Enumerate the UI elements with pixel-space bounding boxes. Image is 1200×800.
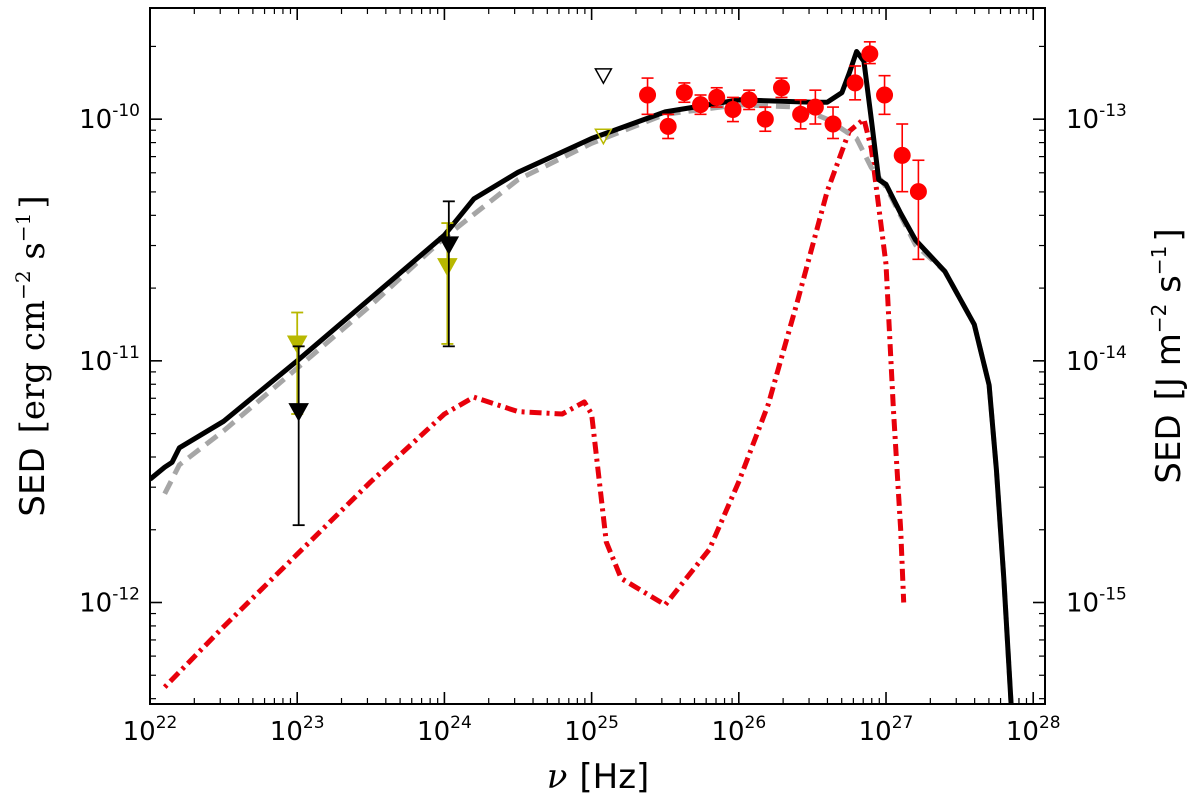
data-point-5: [724, 101, 742, 118]
y-left-tick-label-0: 10-12: [79, 585, 140, 619]
y-left-prefix: SED: [13, 447, 53, 516]
series-line-leptonic-component: [162, 116, 907, 689]
x-tick-exp: 26: [745, 713, 767, 733]
data-point-9: [792, 105, 810, 123]
data-point-1: [659, 117, 677, 135]
data-point-13: [861, 45, 879, 63]
x-axis-unit: [Hz]: [579, 757, 649, 797]
x-tick-exp: 25: [597, 713, 619, 733]
y-left-tick-label-1: 10-11: [79, 343, 140, 377]
data-point-4: [708, 88, 726, 106]
y-tick-base: 10: [79, 347, 112, 377]
y-tick-base: 10: [1066, 105, 1099, 135]
plot-frame: [149, 7, 1046, 705]
x-tick-base: 10: [270, 717, 303, 747]
x-tick-label-3: 1025: [564, 713, 619, 747]
y-tick-exp: -11: [112, 343, 140, 363]
y-tick-exp: -12: [112, 585, 140, 605]
data-point-8: [773, 79, 791, 97]
x-tick-base: 10: [859, 717, 892, 747]
black-limit-marker-1: [438, 236, 460, 255]
data-point-6: [740, 91, 758, 109]
y-tick-base: 10: [79, 589, 112, 619]
data-point-0: [639, 86, 657, 104]
x-tick-label-5: 1027: [859, 713, 914, 747]
x-tick-exp: 22: [156, 713, 178, 733]
x-tick-base: 10: [123, 717, 156, 747]
y-right-prefix: SED: [1149, 414, 1189, 483]
x-tick-label-2: 1024: [417, 713, 472, 747]
svg-text:ν [Hz]: ν [Hz]: [547, 757, 650, 797]
data-point-7: [756, 110, 774, 128]
x-tick-exp: 23: [303, 713, 325, 733]
y-axis-label-right: SED [J m−2 s−1]: [1147, 228, 1189, 483]
data-point-16: [909, 183, 927, 201]
y-tick-exp: -10: [112, 101, 140, 121]
y-left-exp2: −1: [11, 213, 35, 242]
y-tick-exp: -13: [1099, 101, 1127, 121]
y-left-exp1: −2: [11, 270, 35, 299]
data-point-3: [692, 96, 710, 114]
y-tick-base: 10: [79, 105, 112, 135]
x-tick-label-6: 1028: [1006, 713, 1061, 747]
svg-text:SED [J m−2 s−1]: SED [J m−2 s−1]: [1147, 228, 1189, 483]
y-right-tick-label-0: 10-15: [1066, 585, 1127, 619]
series-layer: [150, 49, 1014, 704]
y-tick-base: 10: [1066, 589, 1099, 619]
ticks-layer: 1022 1023 1024 1025 1026 1027 102810-1210-1110…: [79, 8, 1127, 747]
y-tick-exp: -15: [1099, 585, 1127, 605]
x-tick-label-1: 1023: [270, 713, 325, 747]
x-tick-exp: 28: [1039, 713, 1061, 733]
series-line-total-model: [150, 49, 1014, 704]
data-point-11: [824, 115, 842, 133]
y-right-tick-label-1: 10-14: [1066, 343, 1127, 377]
x-tick-label-0: 1022: [123, 713, 178, 747]
y-right-exp2: −1: [1147, 246, 1171, 275]
markers-layer: [286, 41, 927, 527]
x-tick-label-4: 1026: [711, 713, 766, 747]
open-triangle-0: [594, 68, 613, 85]
y-right-unit: J m: [1149, 333, 1189, 389]
x-tick-base: 10: [711, 717, 744, 747]
x-tick-exp: 24: [450, 713, 472, 733]
data-point-14: [876, 86, 894, 104]
x-tick-base: 10: [1006, 717, 1039, 747]
x-tick-base: 10: [417, 717, 450, 747]
y-left-unit: erg cm: [13, 300, 53, 420]
y-right-tick-label-2: 10-13: [1066, 101, 1127, 135]
y-right-exp1: −2: [1147, 304, 1171, 333]
x-axis-symbol: ν: [547, 757, 568, 797]
x-tick-base: 10: [564, 717, 597, 747]
data-point-2: [675, 84, 693, 102]
data-point-10: [806, 98, 824, 116]
yellow-limit-marker-1: [437, 258, 458, 277]
open-triangle-1: [594, 128, 613, 146]
x-tick-exp: 27: [892, 713, 914, 733]
y-right-s: s: [1149, 275, 1189, 304]
yellow-limit-marker-0: [286, 335, 308, 355]
y-left-s: s: [13, 242, 53, 270]
svg-text:SED [erg cm−2 s−1]: SED [erg cm−2 s−1]: [11, 195, 53, 516]
black-limit-marker-0: [288, 403, 309, 422]
y-axis-label-left: SED [erg cm−2 s−1]: [11, 195, 53, 516]
y-left-tick-label-2: 10-10: [79, 101, 140, 135]
x-axis-label: ν [Hz]: [547, 757, 650, 797]
data-point-12: [846, 74, 864, 92]
y-tick-base: 10: [1066, 347, 1099, 377]
y-tick-exp: -14: [1099, 343, 1127, 363]
data-point-15: [893, 146, 911, 164]
